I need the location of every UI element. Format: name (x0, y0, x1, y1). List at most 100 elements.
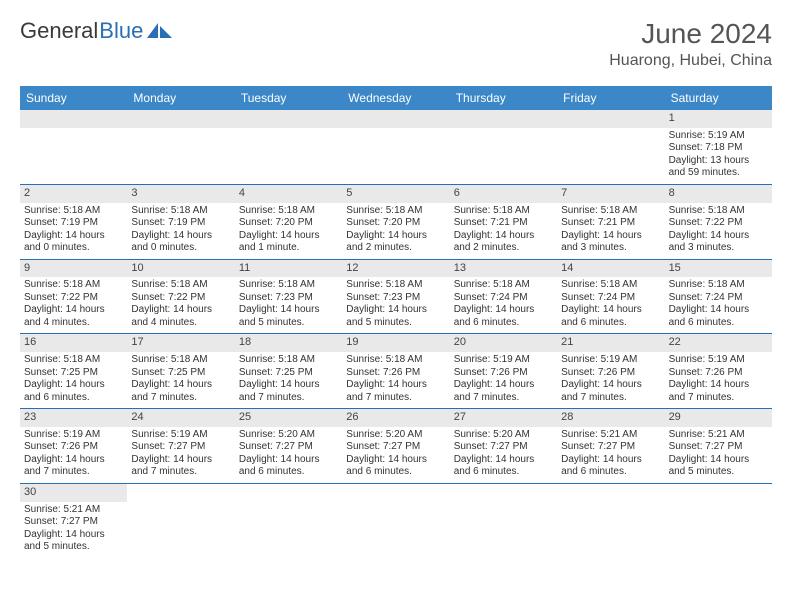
sunrise-line: Sunrise: 5:19 AM (454, 354, 553, 367)
sunrise-line: Sunrise: 5:18 AM (669, 205, 768, 218)
day-number: 14 (557, 260, 664, 278)
sunrise-line: Sunrise: 5:18 AM (346, 205, 445, 218)
empty-cell (342, 110, 449, 184)
week-row: 2Sunrise: 5:18 AMSunset: 7:19 PMDaylight… (20, 185, 772, 260)
sunset-line: Sunset: 7:26 PM (561, 367, 660, 380)
header: GeneralBlue June 2024 Huarong, Hubei, Ch… (20, 18, 772, 70)
daylight-line: Daylight: 14 hours and 1 minute. (239, 230, 338, 255)
sunrise-line: Sunrise: 5:21 AM (24, 504, 123, 517)
day-number: 6 (450, 185, 557, 203)
sunset-line: Sunset: 7:24 PM (669, 292, 768, 305)
daylight-line: Daylight: 14 hours and 6 minutes. (561, 304, 660, 329)
sunrise-line: Sunrise: 5:18 AM (24, 279, 123, 292)
daylight-line: Daylight: 14 hours and 2 minutes. (346, 230, 445, 255)
sunrise-line: Sunrise: 5:18 AM (239, 205, 338, 218)
sunset-line: Sunset: 7:22 PM (24, 292, 123, 305)
day-cell: 21Sunrise: 5:19 AMSunset: 7:26 PMDayligh… (557, 334, 664, 408)
sunset-line: Sunset: 7:25 PM (131, 367, 230, 380)
sunset-line: Sunset: 7:27 PM (454, 441, 553, 454)
day-cell: 13Sunrise: 5:18 AMSunset: 7:24 PMDayligh… (450, 260, 557, 334)
month-title: June 2024 (609, 18, 772, 50)
sunset-line: Sunset: 7:23 PM (239, 292, 338, 305)
daylight-line: Daylight: 14 hours and 6 minutes. (454, 304, 553, 329)
sunset-line: Sunset: 7:19 PM (131, 217, 230, 230)
sunrise-line: Sunrise: 5:18 AM (131, 354, 230, 367)
daylight-line: Daylight: 14 hours and 7 minutes. (669, 379, 768, 404)
day-cell: 18Sunrise: 5:18 AMSunset: 7:25 PMDayligh… (235, 334, 342, 408)
daylight-line: Daylight: 14 hours and 3 minutes. (561, 230, 660, 255)
daylight-line: Daylight: 14 hours and 2 minutes. (454, 230, 553, 255)
title-block: June 2024 Huarong, Hubei, China (609, 18, 772, 70)
sunrise-line: Sunrise: 5:19 AM (669, 130, 768, 143)
day-number (235, 110, 342, 128)
day-number: 16 (20, 334, 127, 352)
sunset-line: Sunset: 7:24 PM (561, 292, 660, 305)
day-number: 4 (235, 185, 342, 203)
day-number: 27 (450, 409, 557, 427)
logo: GeneralBlue (20, 18, 173, 44)
sunset-line: Sunset: 7:26 PM (669, 367, 768, 380)
day-cell: 24Sunrise: 5:19 AMSunset: 7:27 PMDayligh… (127, 409, 234, 483)
day-number: 19 (342, 334, 449, 352)
day-cell: 23Sunrise: 5:19 AMSunset: 7:26 PMDayligh… (20, 409, 127, 483)
day-number: 15 (665, 260, 772, 278)
daylight-line: Daylight: 14 hours and 6 minutes. (669, 304, 768, 329)
sunset-line: Sunset: 7:20 PM (346, 217, 445, 230)
day-cell: 9Sunrise: 5:18 AMSunset: 7:22 PMDaylight… (20, 260, 127, 334)
day-number (342, 110, 449, 128)
day-cell: 20Sunrise: 5:19 AMSunset: 7:26 PMDayligh… (450, 334, 557, 408)
daylight-line: Daylight: 14 hours and 7 minutes. (561, 379, 660, 404)
day-number (450, 110, 557, 128)
day-cell: 26Sunrise: 5:20 AMSunset: 7:27 PMDayligh… (342, 409, 449, 483)
daylight-line: Daylight: 14 hours and 7 minutes. (131, 454, 230, 479)
day-number: 1 (665, 110, 772, 128)
sunrise-line: Sunrise: 5:19 AM (561, 354, 660, 367)
day-number: 12 (342, 260, 449, 278)
calendar: SundayMondayTuesdayWednesdayThursdayFrid… (20, 86, 772, 558)
sunset-line: Sunset: 7:27 PM (239, 441, 338, 454)
week-row: 1Sunrise: 5:19 AMSunset: 7:18 PMDaylight… (20, 110, 772, 185)
day-number (557, 110, 664, 128)
weekday-thursday: Thursday (450, 86, 557, 110)
location: Huarong, Hubei, China (609, 52, 772, 70)
weekday-tuesday: Tuesday (235, 86, 342, 110)
day-cell: 22Sunrise: 5:19 AMSunset: 7:26 PMDayligh… (665, 334, 772, 408)
day-number: 20 (450, 334, 557, 352)
weekday-sunday: Sunday (20, 86, 127, 110)
empty-cell (557, 110, 664, 184)
weekday-header: SundayMondayTuesdayWednesdayThursdayFrid… (20, 86, 772, 110)
daylight-line: Daylight: 14 hours and 0 minutes. (131, 230, 230, 255)
day-number: 28 (557, 409, 664, 427)
day-cell: 17Sunrise: 5:18 AMSunset: 7:25 PMDayligh… (127, 334, 234, 408)
daylight-line: Daylight: 14 hours and 7 minutes. (239, 379, 338, 404)
day-cell: 12Sunrise: 5:18 AMSunset: 7:23 PMDayligh… (342, 260, 449, 334)
sunset-line: Sunset: 7:18 PM (669, 142, 768, 155)
sunrise-line: Sunrise: 5:18 AM (454, 279, 553, 292)
day-cell: 2Sunrise: 5:18 AMSunset: 7:19 PMDaylight… (20, 185, 127, 259)
day-number (20, 110, 127, 128)
brand-part1: General (20, 18, 98, 44)
brand-part2: Blue (99, 18, 143, 44)
sunrise-line: Sunrise: 5:20 AM (239, 429, 338, 442)
sunrise-line: Sunrise: 5:19 AM (24, 429, 123, 442)
day-cell: 30Sunrise: 5:21 AMSunset: 7:27 PMDayligh… (20, 484, 127, 558)
sunset-line: Sunset: 7:27 PM (669, 441, 768, 454)
day-number: 3 (127, 185, 234, 203)
week-row: 30Sunrise: 5:21 AMSunset: 7:27 PMDayligh… (20, 484, 772, 558)
sunset-line: Sunset: 7:26 PM (24, 441, 123, 454)
day-number: 2 (20, 185, 127, 203)
day-cell: 10Sunrise: 5:18 AMSunset: 7:22 PMDayligh… (127, 260, 234, 334)
empty-cell (127, 110, 234, 184)
daylight-line: Daylight: 14 hours and 6 minutes. (239, 454, 338, 479)
sunrise-line: Sunrise: 5:18 AM (24, 205, 123, 218)
sunrise-line: Sunrise: 5:18 AM (346, 354, 445, 367)
sunset-line: Sunset: 7:23 PM (346, 292, 445, 305)
daylight-line: Daylight: 14 hours and 4 minutes. (131, 304, 230, 329)
weekday-friday: Friday (557, 86, 664, 110)
week-row: 16Sunrise: 5:18 AMSunset: 7:25 PMDayligh… (20, 334, 772, 409)
daylight-line: Daylight: 14 hours and 7 minutes. (454, 379, 553, 404)
day-cell: 28Sunrise: 5:21 AMSunset: 7:27 PMDayligh… (557, 409, 664, 483)
sunset-line: Sunset: 7:25 PM (24, 367, 123, 380)
weeks-container: 1Sunrise: 5:19 AMSunset: 7:18 PMDaylight… (20, 110, 772, 558)
sunrise-line: Sunrise: 5:18 AM (239, 279, 338, 292)
